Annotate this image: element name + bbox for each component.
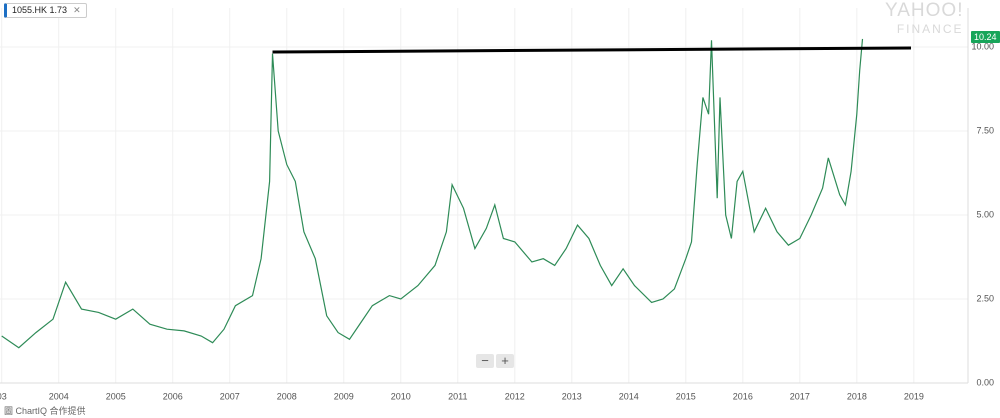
x-tick-label: 2007 <box>220 391 240 401</box>
symbol-value: 1.73 <box>49 5 68 15</box>
logo-main: YAHOO! <box>885 0 964 21</box>
x-tick-label: 2019 <box>904 391 924 401</box>
y-tick-label: 5.00 <box>976 209 994 219</box>
x-tick-label: 2005 <box>106 391 126 401</box>
attribution: 圖 ChartIQ 合作提供 <box>4 406 86 416</box>
x-tick-label: 2016 <box>733 391 753 401</box>
x-tick-label: 2017 <box>790 391 810 401</box>
close-icon[interactable]: ✕ <box>73 5 81 15</box>
zoom-controls: − + <box>476 354 514 368</box>
x-tick-label: 2018 <box>847 391 867 401</box>
x-tick-label: 2008 <box>277 391 297 401</box>
x-tick-label: 2013 <box>562 391 582 401</box>
zoom-in[interactable]: + <box>496 354 514 368</box>
x-tick-label: 2004 <box>49 391 69 401</box>
x-tick-label: 2012 <box>505 391 525 401</box>
y-tick-label: 7.50 <box>976 125 994 135</box>
x-tick-label: 2010 <box>391 391 411 401</box>
last-price: 10.24 <box>971 30 1000 43</box>
y-tick-label: 10.00 <box>971 41 994 51</box>
x-tick-label: 03 <box>0 391 7 401</box>
y-tick-label: 0.00 <box>976 377 994 387</box>
symbol: 1055.HK <box>12 5 48 15</box>
x-tick-label: 2009 <box>334 391 354 401</box>
x-tick-label: 2006 <box>163 391 183 401</box>
logo-sub: FINANCE <box>896 22 964 36</box>
symbol-tag[interactable]: 1055.HK 1.73 ✕ <box>4 3 87 18</box>
x-tick-label: 2011 <box>448 391 467 401</box>
trendline <box>272 46 912 54</box>
price-line <box>1 38 864 349</box>
zoom-out[interactable]: − <box>476 354 494 368</box>
x-tick-label: 2014 <box>619 391 639 401</box>
logo: YAHOO! FINANCE <box>885 0 964 38</box>
x-tick-label: 2015 <box>676 391 696 401</box>
y-tick-label: 2.50 <box>976 293 994 303</box>
